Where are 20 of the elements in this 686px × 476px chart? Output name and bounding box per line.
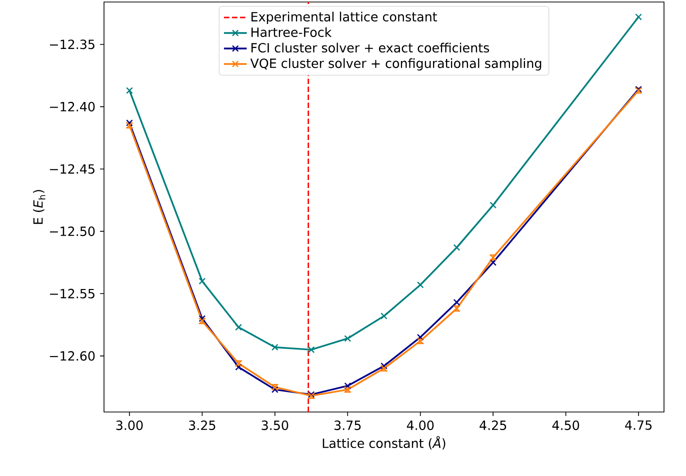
y-axis-title: E (E$_{h}$) — [33, 190, 46, 224]
y-tick-label: −12.50 — [50, 226, 95, 236]
x-tick-label: 4.75 — [625, 420, 652, 430]
x-tick-label: 4.00 — [406, 420, 434, 430]
legend-label: Hartree-Fock — [251, 27, 332, 38]
x-tick-label: 4.50 — [552, 420, 580, 430]
y-tick-label: −12.35 — [50, 40, 94, 50]
legend-label: VQE cluster solver + configurational sampling — [250, 58, 542, 71]
y-tick-label: −12.55 — [50, 288, 94, 298]
y-tick-label: −12.60 — [50, 351, 95, 361]
x-tick-label: 3.50 — [262, 420, 288, 430]
ref-line-label: Experimental lattice constant — [251, 12, 438, 24]
x-tick-label: 3.25 — [189, 420, 216, 430]
legend-label: FCI cluster solver + exact coefficients — [251, 42, 490, 53]
y-tick-label: −12.45 — [50, 164, 94, 174]
y-tick-label: −12.40 — [50, 102, 95, 112]
x-tick-label: 3.00 — [116, 420, 143, 430]
x-axis-title: Lattice constant (Å) — [322, 436, 446, 450]
x-tick-label: 3.75 — [334, 420, 361, 430]
x-tick-label: 4.25 — [480, 420, 506, 430]
